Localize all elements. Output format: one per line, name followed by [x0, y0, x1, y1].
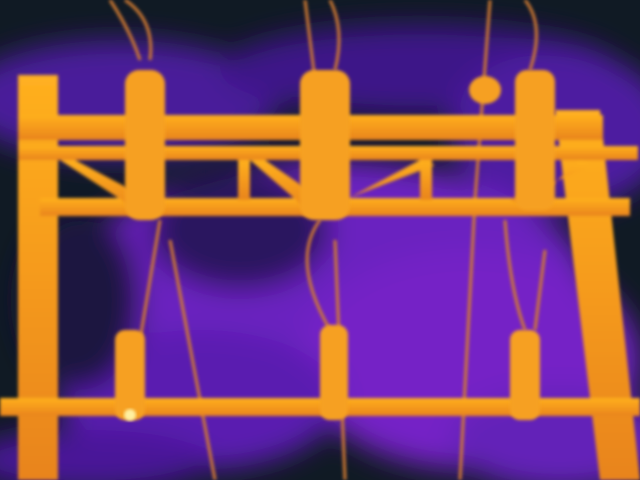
insulators	[115, 70, 555, 420]
hot-spot	[124, 409, 136, 421]
